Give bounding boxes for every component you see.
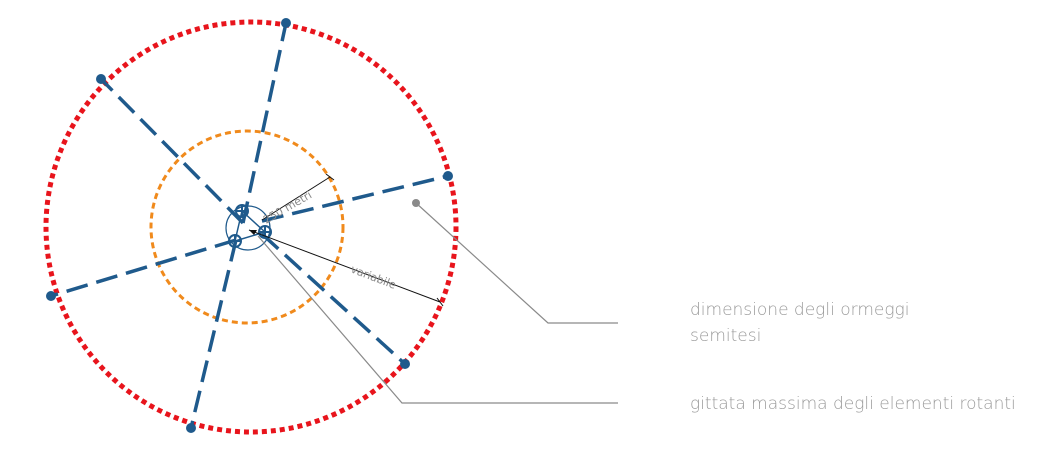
mooring-line-west — [50, 238, 237, 298]
mooring-line-southeast — [260, 232, 407, 366]
anchor-point-icon — [281, 18, 291, 28]
radius-dimension-line — [261, 176, 331, 221]
anchor-point-icon — [46, 291, 56, 301]
leader-line-rotating — [257, 235, 618, 404]
legend-mooring-line1: dimensione degli ormeggi — [690, 300, 910, 320]
anchor-point-icon — [443, 171, 453, 181]
leader-end-icon — [412, 199, 420, 207]
mooring-extent-circle — [43, 19, 459, 435]
legend-rotating-range: gittata massima degli elementi rotanti — [690, 391, 1016, 417]
arrowhead-icon — [249, 230, 257, 235]
leader-line-mooring — [415, 202, 618, 324]
radius-label: 250 metri — [261, 188, 314, 226]
turbine-icon — [235, 204, 249, 218]
mooring-lines — [50, 22, 449, 429]
legend-mooring-dimension: dimensione degli ormeggi semitesi — [690, 297, 909, 349]
radius-dimension: 250 metri — [261, 173, 335, 227]
turbine-icon — [228, 234, 242, 248]
platform-hull — [233, 209, 267, 243]
anchor-points — [46, 18, 453, 433]
rotor-range-circle — [149, 129, 345, 325]
leader-lines — [257, 199, 618, 404]
mooring-line-northwest — [99, 77, 245, 225]
mooring-line-north — [241, 22, 288, 224]
variable-dimension-tick — [436, 297, 444, 307]
anchor-point-icon — [186, 423, 196, 433]
mooring-line-east — [261, 174, 449, 223]
variable-dimension: variabile — [248, 229, 444, 307]
mooring-line-south — [189, 239, 238, 429]
anchor-point-icon — [96, 74, 106, 84]
radius-dimension-tick — [325, 173, 335, 181]
legend-rotating-text: gittata massima degli elementi rotanti — [690, 394, 1016, 414]
variable-dimension-line — [248, 229, 441, 303]
anchor-point-icon — [400, 359, 410, 369]
variable-label-mask — [346, 251, 402, 285]
floating-platform — [225, 204, 272, 251]
legend-mooring-line2: semitesi — [690, 326, 762, 346]
